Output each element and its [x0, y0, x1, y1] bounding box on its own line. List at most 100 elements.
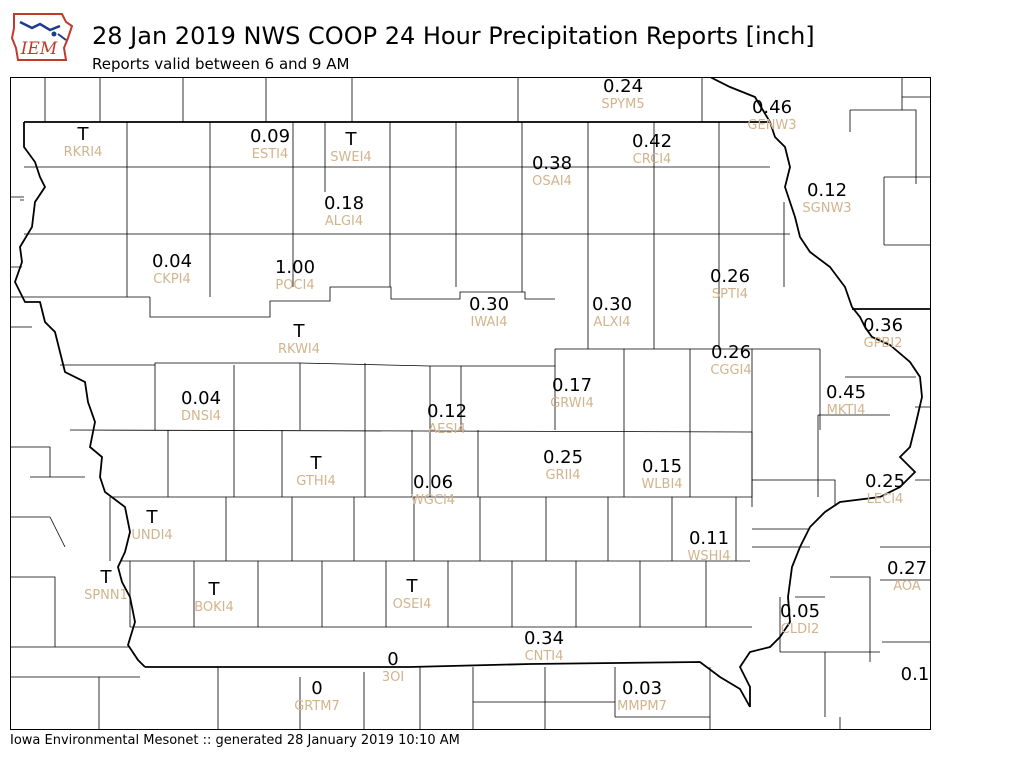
precip-value: 0.25: [865, 471, 905, 492]
station-id-label: AESI4: [428, 422, 465, 437]
precip-value: 0.26: [710, 266, 750, 287]
station-id-label: GTHI4: [296, 474, 335, 489]
station-id-label: ESTI4: [252, 147, 289, 162]
station-id-label: WLBI4: [641, 477, 682, 492]
precip-value: 0.18: [324, 193, 364, 214]
station-id-label: RKRI4: [64, 145, 103, 160]
precip-value: 0.05: [780, 601, 820, 622]
station-id-label: UNDI4: [131, 528, 172, 543]
precip-value: 0.36: [863, 315, 903, 336]
precip-value: T: [406, 576, 419, 597]
precip-value: 0.34: [524, 628, 564, 649]
precip-value: 0.11: [689, 528, 729, 549]
station-id-label: CRCI4: [633, 152, 672, 167]
footer-credit: Iowa Environmental Mesonet :: generated …: [10, 733, 460, 748]
precip-value: T: [208, 579, 221, 600]
station-id-label: 3OI: [382, 670, 404, 685]
logo-text: IEM: [20, 39, 58, 59]
station-id-label: SGNW3: [802, 201, 851, 216]
station-id-label: GRII4: [545, 468, 580, 483]
station-id-label: SPYM5: [601, 97, 644, 112]
precip-value: T: [100, 567, 113, 588]
station-id-label: CNTI4: [525, 649, 564, 664]
station-id-label: LECI4: [867, 492, 904, 507]
precip-value: 1.00: [275, 257, 315, 278]
precip-value: 0.15: [642, 456, 682, 477]
station-id-label: IWAI4: [471, 315, 508, 330]
iem-logo: IEM: [10, 13, 74, 61]
precip-value: 0.04: [152, 251, 192, 272]
station-id-label: CKPI4: [153, 272, 191, 287]
station-id-label: GRWI4: [550, 396, 594, 411]
precip-value: 0.30: [469, 294, 509, 315]
station-unlabeled: 0.1: [901, 664, 930, 685]
precip-value: 0.06: [413, 472, 453, 493]
precip-value: 0.12: [807, 180, 847, 201]
state-borders: [14, 77, 931, 708]
station-id-label: OSEI4: [393, 597, 432, 612]
precip-value: 0.38: [532, 153, 572, 174]
map-subtitle: Reports valid between 6 and 9 AM: [92, 55, 350, 73]
station-id-label: GRTM7: [294, 699, 340, 714]
precip-value: 0.03: [622, 678, 662, 699]
station-id-label: SPTI4: [712, 287, 748, 302]
precip-value: 0.1: [901, 664, 930, 685]
precip-value: 0: [387, 649, 398, 670]
station-id-label: GPBI2: [864, 336, 903, 351]
precip-value: 0: [311, 678, 322, 699]
precip-value: T: [345, 129, 358, 150]
station-id-label: WSHI4: [688, 549, 731, 564]
precip-value: T: [77, 124, 90, 145]
precip-value: 0.42: [632, 131, 672, 152]
precip-value: 0.12: [427, 401, 467, 422]
precip-value: 0.30: [592, 294, 632, 315]
station-id-label: ALGI4: [325, 214, 363, 229]
precip-value: 0.26: [711, 342, 751, 363]
precip-value: 0.25: [543, 447, 583, 468]
precip-value: 0.17: [552, 375, 592, 396]
station-id-label: BOKI4: [194, 600, 234, 615]
map-title: 28 Jan 2019 NWS COOP 24 Hour Precipitati…: [92, 22, 815, 50]
station-id-label: ALXI4: [593, 315, 630, 330]
station-id-label: WGCI4: [411, 493, 455, 508]
station-id-label: MKTI4: [827, 403, 866, 418]
station-id-label: CGGI4: [710, 363, 751, 378]
station-id-label: MMPM7: [617, 699, 667, 714]
precip-value: 0.24: [603, 77, 643, 97]
precip-value: 0.04: [181, 388, 221, 409]
precip-value: 0.46: [752, 97, 792, 118]
station-id-label: AOA: [893, 579, 921, 594]
precip-value: 0.27: [887, 558, 927, 579]
